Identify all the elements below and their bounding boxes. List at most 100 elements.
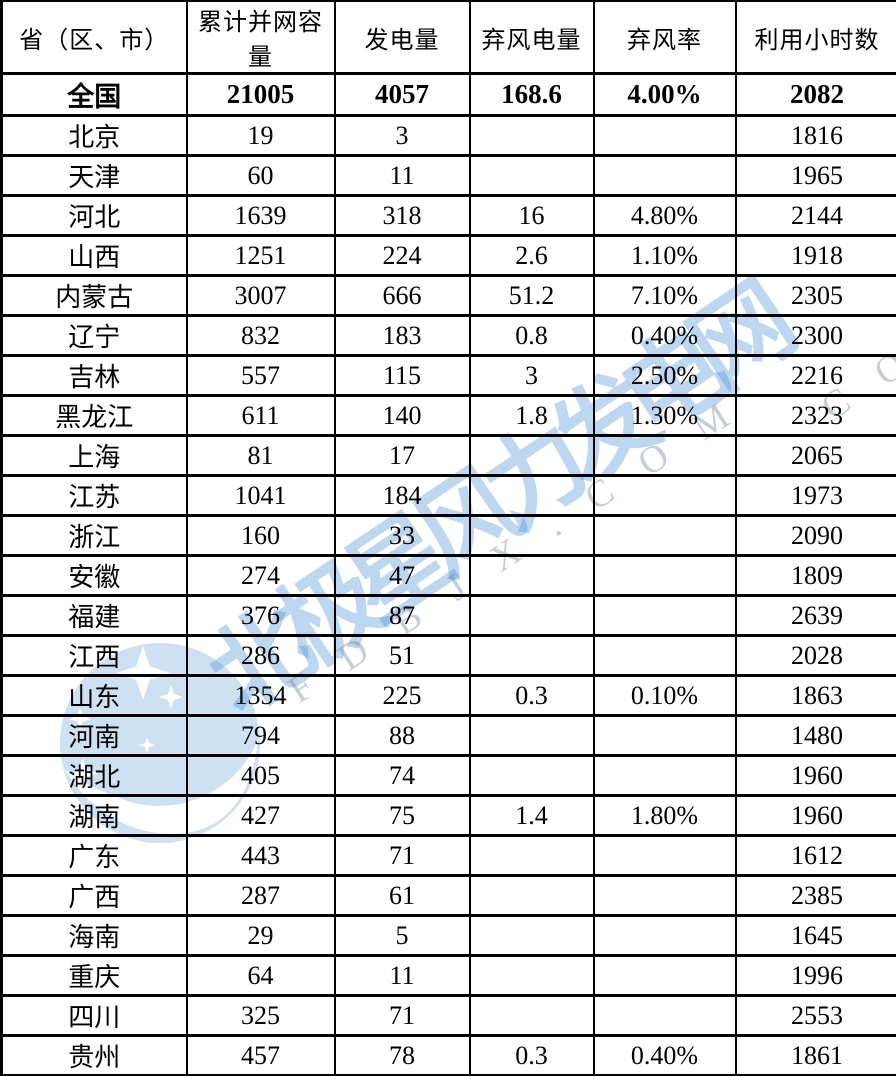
table-row: 广东 443 71 1612 [0, 834, 896, 877]
cell-curtailment-rate [592, 954, 737, 997]
table-row: 辽宁 832 183 0.8 0.40% 2300 [0, 314, 896, 357]
cell-generation: 74 [333, 754, 471, 797]
cell-curtailed-energy: 168.6 [468, 72, 595, 117]
cell-generation: 88 [333, 714, 471, 757]
cell-generation: 61 [333, 874, 471, 917]
cell-curtailed-energy: 0.3 [468, 674, 595, 717]
cell-capacity: 287 [185, 874, 336, 917]
cell-generation: 3 [333, 114, 471, 157]
table-row: 四川 325 71 2553 [0, 994, 896, 1037]
cell-curtailment-rate: 0.10% [592, 674, 737, 717]
cell-curtailment-rate [592, 514, 737, 557]
cell-curtailed-energy [468, 514, 595, 557]
cell-curtailed-energy: 2.6 [468, 234, 595, 277]
table-row: 福建 376 87 2639 [0, 594, 896, 637]
cell-curtailed-energy [468, 594, 595, 637]
cell-generation: 51 [333, 634, 471, 677]
cell-utilization-hours: 2639 [734, 594, 896, 637]
cell-capacity: 60 [185, 154, 336, 197]
cell-utilization-hours: 2090 [734, 514, 896, 557]
cell-province: 广西 [0, 874, 188, 917]
cell-curtailed-energy [468, 114, 595, 157]
cell-province: 全国 [0, 72, 188, 117]
cell-generation: 87 [333, 594, 471, 637]
cell-curtailed-energy [468, 994, 595, 1037]
cell-curtailment-rate [592, 994, 737, 1037]
cell-capacity: 3007 [185, 274, 336, 317]
cell-curtailment-rate [592, 154, 737, 197]
cell-capacity: 19 [185, 114, 336, 157]
cell-generation: 11 [333, 154, 471, 197]
cell-utilization-hours: 2028 [734, 634, 896, 677]
table-row: 广西 287 61 2385 [0, 874, 896, 917]
table-row: 江苏 1041 184 1973 [0, 474, 896, 517]
cell-province: 上海 [0, 434, 188, 477]
cell-utilization-hours: 2300 [734, 314, 896, 357]
table-row: 浙江 160 33 2090 [0, 514, 896, 557]
cell-province: 江苏 [0, 474, 188, 517]
table-row: 江西 286 51 2028 [0, 634, 896, 677]
column-header-utilization-hours: 利用小时数 [734, 0, 896, 75]
cell-province: 河北 [0, 194, 188, 237]
cell-curtailment-rate: 2.50% [592, 354, 737, 397]
cell-province: 辽宁 [0, 314, 188, 357]
table-row: 安徽 274 47 1809 [0, 554, 896, 597]
column-header-generation: 发电量 [333, 0, 471, 75]
cell-generation: 47 [333, 554, 471, 597]
cell-curtailed-energy [468, 954, 595, 997]
cell-utilization-hours: 1645 [734, 914, 896, 957]
cell-capacity: 1354 [185, 674, 336, 717]
cell-curtailed-energy: 51.2 [468, 274, 595, 317]
cell-province: 浙江 [0, 514, 188, 557]
cell-capacity: 81 [185, 434, 336, 477]
cell-generation: 184 [333, 474, 471, 517]
table-row: 海南 29 5 1645 [0, 914, 896, 957]
cell-generation: 318 [333, 194, 471, 237]
cell-utilization-hours: 1480 [734, 714, 896, 757]
cell-curtailment-rate [592, 754, 737, 797]
cell-capacity: 64 [185, 954, 336, 997]
cell-curtailment-rate: 4.00% [592, 72, 737, 117]
table-row: 河北 1639 318 16 4.80% 2144 [0, 194, 896, 237]
cell-utilization-hours: 1960 [734, 754, 896, 797]
column-header-curtailed-energy: 弃风电量 [468, 0, 595, 75]
cell-utilization-hours: 1861 [734, 1034, 896, 1076]
cell-capacity: 1639 [185, 194, 336, 237]
cell-utilization-hours: 2553 [734, 994, 896, 1037]
cell-curtailed-energy [468, 554, 595, 597]
cell-generation: 17 [333, 434, 471, 477]
cell-generation: 33 [333, 514, 471, 557]
cell-province: 广东 [0, 834, 188, 877]
table-row: 重庆 64 11 1996 [0, 954, 896, 997]
cell-utilization-hours: 1996 [734, 954, 896, 997]
cell-curtailment-rate: 7.10% [592, 274, 737, 317]
cell-capacity: 325 [185, 994, 336, 1037]
cell-province: 山西 [0, 234, 188, 277]
cell-curtailed-energy [468, 634, 595, 677]
cell-curtailment-rate [592, 474, 737, 517]
table-row: 湖北 405 74 1960 [0, 754, 896, 797]
cell-capacity: 557 [185, 354, 336, 397]
cell-curtailment-rate [592, 874, 737, 917]
cell-utilization-hours: 1809 [734, 554, 896, 597]
cell-capacity: 160 [185, 514, 336, 557]
cell-curtailed-energy [468, 874, 595, 917]
cell-generation: 666 [333, 274, 471, 317]
header-row: 省（区、市） 累计并网容量 发电量 弃风电量 弃风率 利用小时数 [0, 0, 896, 75]
cell-capacity: 1041 [185, 474, 336, 517]
column-header-capacity: 累计并网容量 [185, 0, 336, 75]
cell-generation: 225 [333, 674, 471, 717]
cell-province: 湖南 [0, 794, 188, 837]
cell-capacity: 405 [185, 754, 336, 797]
cell-province: 黑龙江 [0, 394, 188, 437]
cell-province: 贵州 [0, 1034, 188, 1076]
cell-province: 福建 [0, 594, 188, 637]
table-row: 吉林 557 115 3 2.50% 2216 [0, 354, 896, 397]
cell-province: 江西 [0, 634, 188, 677]
table-row: 湖南 427 75 1.4 1.80% 1960 [0, 794, 896, 837]
cell-capacity: 832 [185, 314, 336, 357]
cell-utilization-hours: 1973 [734, 474, 896, 517]
cell-generation: 4057 [333, 72, 471, 117]
cell-utilization-hours: 2385 [734, 874, 896, 917]
